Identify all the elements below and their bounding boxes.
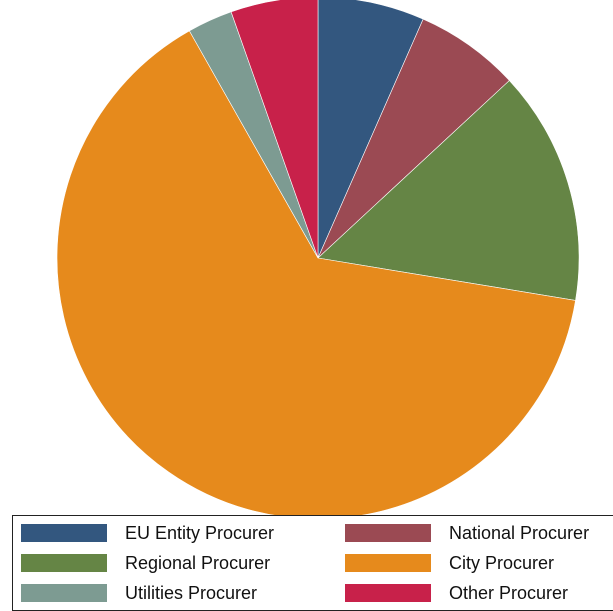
- chart-legend: EU Entity Procurer National Procurer Reg…: [12, 515, 613, 611]
- pie-slice-regional-procurer: [317, 80, 580, 301]
- pie-slices: [56, 0, 580, 520]
- legend-swatch-national: [345, 524, 431, 542]
- legend-swatch-utilities: [21, 584, 107, 602]
- pie-slice-other-procurer: [230, 0, 319, 259]
- pie-slice-eu-entity-procurer: [317, 0, 424, 259]
- legend-label-other: Other Procurer: [449, 583, 569, 603]
- legend-label-utilities: Utilities Procurer: [125, 583, 258, 603]
- legend-swatch-city: [345, 554, 431, 572]
- legend-label-regional: Regional Procurer: [125, 553, 271, 573]
- legend-swatch-regional: [21, 554, 107, 572]
- legend-swatch-eu-entity: [21, 524, 107, 542]
- legend-label-city: City Procurer: [449, 553, 555, 573]
- legend-label-national: National Procurer: [449, 523, 590, 543]
- legend-swatch-other: [345, 584, 431, 602]
- legend-label-eu-entity: EU Entity Procurer: [125, 523, 275, 543]
- pie-slice-city-procurer: [56, 30, 576, 520]
